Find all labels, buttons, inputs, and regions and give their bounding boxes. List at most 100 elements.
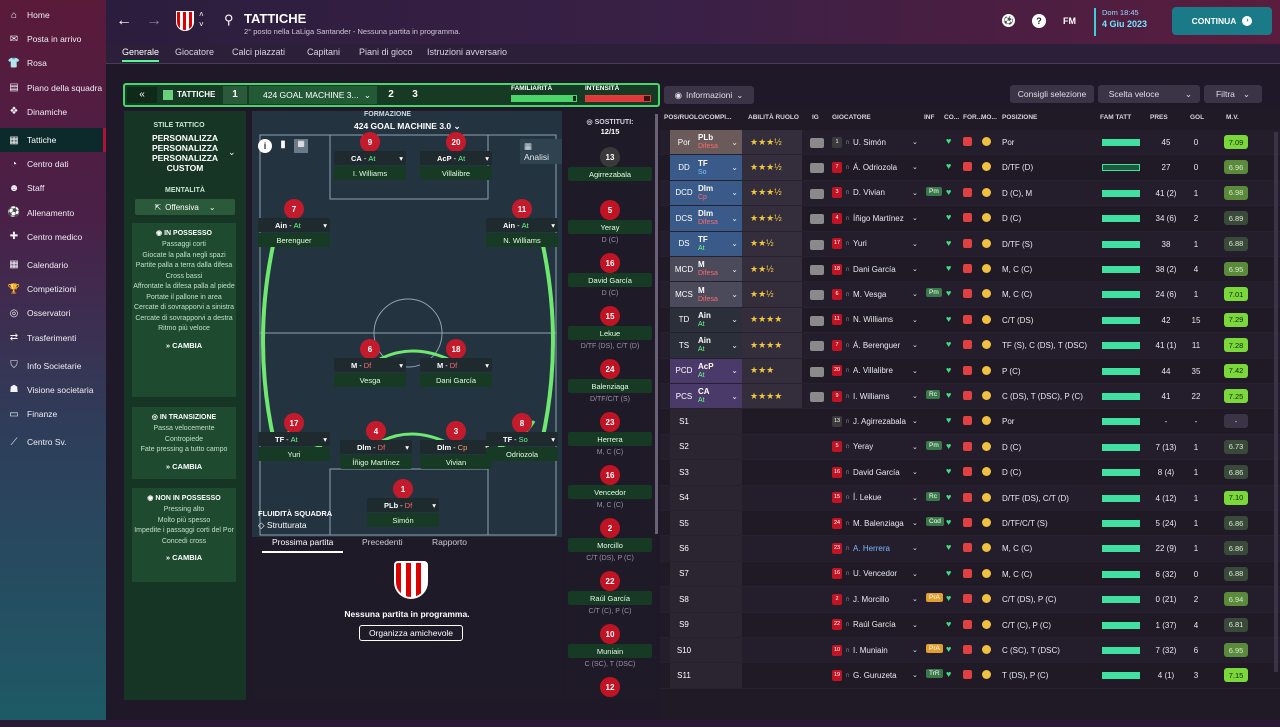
chevron-down-icon[interactable]: ⌄: [912, 367, 918, 375]
fm-button[interactable]: FM: [1063, 16, 1076, 26]
table-row[interactable]: MCD M Difesa ⌄ ★★½ 18 ∩ Dani García ⌄ ♥ M, C (C) 38…: [660, 257, 1280, 283]
chevron-down-icon[interactable]: ⌄: [912, 316, 918, 324]
chevron-down-icon[interactable]: ⌄: [912, 621, 918, 629]
table-row[interactable]: S9 22 ∩ Raúl García ⌄ ♥ C/T (C), P (C) 1 (37) 4 6…: [660, 612, 1280, 638]
table-row[interactable]: S7 16 ∩ U. Vencedor ⌄ ♥ M, C (C) 6 (32) 0 6.88: [660, 561, 1280, 588]
mentality-dropdown[interactable]: ⇱ Offensiva ⌄: [135, 199, 235, 215]
tab-rapporto[interactable]: Rapporto: [432, 537, 467, 547]
player-cell[interactable]: 11 ∩ N. Williams: [832, 308, 920, 332]
player-cell[interactable]: 2 ∩ J. Morcillo: [832, 587, 920, 611]
card-icon[interactable]: ▦: [294, 139, 308, 153]
player-name[interactable]: Berenguer: [258, 233, 330, 247]
sidebar-item-dynamics[interactable]: ❖ Dinamiche: [0, 100, 106, 124]
table-row[interactable]: TD Ain At ⌄ ★★★★ 11 ∩ N. Williams ⌄ ♥ C/T (DS) 42 15…: [660, 307, 1280, 334]
pitch-player[interactable]: 1 PLb - Df ▾ Simón: [367, 479, 439, 533]
player-cell[interactable]: 16 ∩ David García: [832, 460, 920, 484]
sub-name[interactable]: David García: [568, 273, 652, 287]
info-icon[interactable]: i: [258, 139, 272, 153]
sub-player[interactable]: 12: [564, 677, 656, 727]
chevron-down-icon[interactable]: ⌄: [912, 469, 918, 477]
calendar-widget[interactable]: Dom 18:45 4 Giu 2023: [1094, 8, 1162, 36]
chevron-down-icon[interactable]: ⌄: [912, 545, 918, 553]
player-cell[interactable]: 3 ∩ D. Vivian: [832, 181, 920, 205]
pitch-player[interactable]: 11 Ain - At ▾ N. Williams: [486, 199, 558, 253]
back-button[interactable]: ←: [116, 12, 132, 29]
player-name[interactable]: Vesga: [334, 373, 406, 387]
col-player[interactable]: GIOCATORE: [832, 114, 871, 121]
slot-cell[interactable]: PCS CA At ⌄: [670, 384, 742, 409]
slot-cell[interactable]: S11: [670, 663, 742, 688]
slot-cell[interactable]: DD TF So ⌄: [670, 155, 742, 180]
slot-cell[interactable]: DCD Dlm Cp ⌄: [670, 180, 742, 206]
table-row[interactable]: DS TF At ⌄ ★★½ 17 ∩ Yuri ⌄ ♥ D/TF (S) 38 1 6.88: [660, 231, 1280, 257]
chevron-down-icon[interactable]: ⌄: [912, 189, 918, 197]
info-dropdown[interactable]: ◉ Informazioni ⌄: [664, 86, 754, 104]
sub-player[interactable]: 16 David García D (C): [564, 253, 656, 303]
slot-cell[interactable]: S9: [670, 612, 742, 637]
col-fam[interactable]: FAM TATT: [1100, 114, 1132, 121]
subs-scrollbar[interactable]: [655, 114, 658, 534]
slot-cell[interactable]: MCS M Difesa ⌄: [670, 282, 742, 307]
chevron-down-icon[interactable]: ⌄: [912, 570, 918, 578]
sub-name[interactable]: Vencedor: [568, 485, 652, 499]
ball-icon[interactable]: ⚽: [1002, 14, 1015, 27]
sub-player[interactable]: 15 Lekue D/TF (DS), C/T (D): [564, 306, 656, 356]
table-row[interactable]: S10 10 ∩ I. Muniain ⌄ PrA ♥ C (SC), T (DSC) 7 (3…: [660, 638, 1280, 664]
slot-cell[interactable]: DS TF At ⌄: [670, 231, 742, 256]
chevron-down-icon[interactable]: ⌄: [228, 147, 236, 157]
table-row[interactable]: S8 2 ∩ J. Morcillo ⌄ PrA ♥ C/T (DS), P (C) 0 (21…: [660, 587, 1280, 613]
sidebar-item-data[interactable]: ◔ Centro dati: [0, 152, 106, 176]
slot-cell[interactable]: S4: [670, 485, 742, 510]
tactic-slot-1[interactable]: 1: [223, 86, 247, 104]
tactic-slot-2[interactable]: 2: [388, 89, 394, 100]
col-co[interactable]: CO...: [944, 114, 960, 121]
sidebar-item-plan[interactable]: ▤ Piano della squadra: [0, 76, 106, 100]
sidebar-item-scout[interactable]: ◎ Osservatori: [0, 301, 106, 325]
slot-cell[interactable]: DCS Dlm Difesa ⌄: [670, 206, 742, 231]
sidebar-item-finance[interactable]: ▭ Finanze: [0, 402, 106, 426]
player-cell[interactable]: 15 ∩ Í. Lekue: [832, 486, 920, 510]
tactic-slot-3[interactable]: 3: [412, 89, 418, 100]
player-name[interactable]: Simón: [367, 513, 439, 527]
sub-player[interactable]: 16 Vencedor M, C (C): [564, 465, 656, 515]
player-cell[interactable]: 4 ∩ Íñigo Martínez: [832, 206, 920, 230]
chevron-down-icon[interactable]: ⌄: [912, 418, 918, 426]
chevron-down-icon[interactable]: ⌄: [912, 596, 918, 604]
forward-button[interactable]: →: [146, 12, 162, 29]
pitch-player[interactable]: 7 Ain - At ▾ Berenguer: [258, 199, 330, 253]
chevron-down-icon[interactable]: ⌄: [912, 342, 918, 350]
chevron-down-icon[interactable]: ⌄: [912, 647, 918, 654]
sub-player[interactable]: 13 Agirrezabala: [564, 147, 656, 197]
tab-piani-di-gioco[interactable]: Piani di gioco: [359, 47, 413, 57]
player-role[interactable]: Ain - At ▾: [486, 218, 558, 232]
table-row[interactable]: DCD Dlm Cp ⌄ ★★★½ 3 ∩ D. Vivian ⌄ Pm ♥ D (C), M 41 (…: [660, 180, 1280, 207]
chevron-down-icon[interactable]: ⌄: [912, 164, 918, 172]
slot-cell[interactable]: S10: [670, 638, 742, 663]
analysis-button[interactable]: ▦ Analisi: [520, 139, 562, 164]
col-ability[interactable]: ABILITÀ RUOLO: [748, 114, 799, 121]
col-for[interactable]: FOR...: [963, 114, 983, 121]
player-cell[interactable]: 17 ∩ Yuri: [832, 232, 920, 256]
chevron-down-icon[interactable]: ⌄: [912, 240, 918, 248]
sidebar-item-trophy[interactable]: 🏆 Competizioni: [0, 277, 106, 301]
sidebar-item-vision[interactable]: ☗ Visione societaria: [0, 378, 106, 402]
tactic-name-dropdown[interactable]: 424 GOAL MACHINE 3... ⌄: [249, 86, 377, 104]
player-role[interactable]: PLb - Df ▾: [367, 498, 439, 512]
player-cell[interactable]: 7 ∩ Á. Berenguer: [832, 333, 920, 357]
player-cell[interactable]: 20 ∩ A. Villalibre: [832, 359, 920, 383]
selection-advice-button[interactable]: Consigli selezione: [1010, 85, 1094, 103]
col-mv[interactable]: M.V.: [1226, 114, 1239, 121]
table-row[interactable]: DCS Dlm Difesa ⌄ ★★★½ 4 ∩ Íñigo Martínez ⌄ ♥ D (C)…: [660, 206, 1280, 232]
player-cell[interactable]: 10 ∩ I. Muniain: [832, 638, 920, 662]
tab-generale[interactable]: Generale: [122, 47, 160, 62]
player-cell[interactable]: 23 ∩ A. Herrera: [832, 536, 920, 560]
player-role[interactable]: TF - At ▾: [258, 432, 330, 446]
sidebar-item-tactics[interactable]: ▦ Tattiche: [0, 127, 106, 153]
table-row[interactable]: S3 16 ∩ David García ⌄ ♥ D (C) 8 (4) 1 6.86: [660, 460, 1280, 486]
tab-capitani[interactable]: Capitani: [307, 47, 341, 57]
pitch-player[interactable]: 18 M - Df ▾ Dani García: [420, 339, 492, 393]
player-cell[interactable]: 22 ∩ Raúl García: [832, 613, 920, 637]
slot-cell[interactable]: TS Ain At ⌄: [670, 333, 742, 358]
search-icon[interactable]: ⚲: [224, 12, 234, 27]
